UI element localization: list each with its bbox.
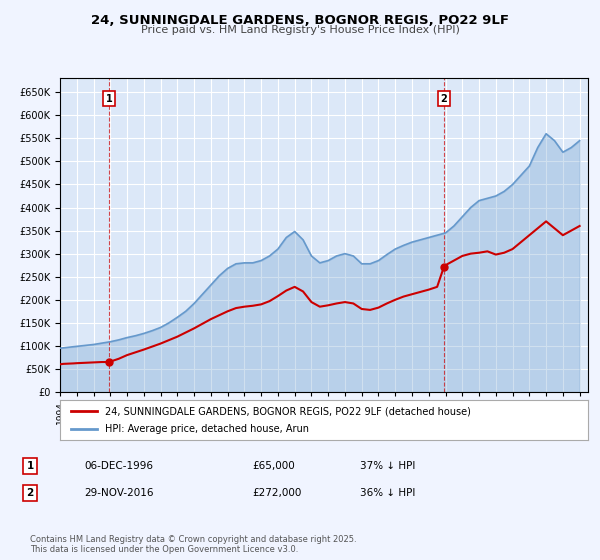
Text: 2: 2 <box>440 94 448 104</box>
Text: 29-NOV-2016: 29-NOV-2016 <box>84 488 154 498</box>
Text: £272,000: £272,000 <box>252 488 301 498</box>
Text: 24, SUNNINGDALE GARDENS, BOGNOR REGIS, PO22 9LF: 24, SUNNINGDALE GARDENS, BOGNOR REGIS, P… <box>91 14 509 27</box>
Text: Contains HM Land Registry data © Crown copyright and database right 2025.
This d: Contains HM Land Registry data © Crown c… <box>30 535 356 554</box>
Text: HPI: Average price, detached house, Arun: HPI: Average price, detached house, Arun <box>105 423 309 433</box>
Text: 06-DEC-1996: 06-DEC-1996 <box>84 461 153 471</box>
Text: 2: 2 <box>26 488 34 498</box>
Text: 1: 1 <box>26 461 34 471</box>
Text: £65,000: £65,000 <box>252 461 295 471</box>
Text: 37% ↓ HPI: 37% ↓ HPI <box>360 461 415 471</box>
Text: 1: 1 <box>106 94 112 104</box>
Text: Price paid vs. HM Land Registry's House Price Index (HPI): Price paid vs. HM Land Registry's House … <box>140 25 460 35</box>
Text: 36% ↓ HPI: 36% ↓ HPI <box>360 488 415 498</box>
Text: 24, SUNNINGDALE GARDENS, BOGNOR REGIS, PO22 9LF (detached house): 24, SUNNINGDALE GARDENS, BOGNOR REGIS, P… <box>105 407 471 417</box>
